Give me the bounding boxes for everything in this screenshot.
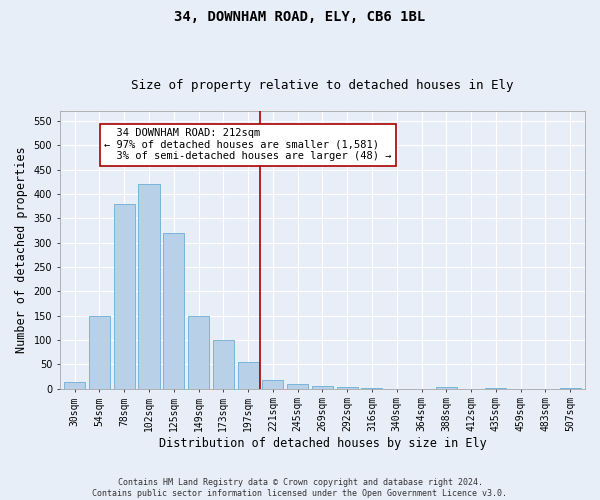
Bar (139, 184, 160, 388)
Bar (163, 233, 184, 388)
Bar (238, 362, 259, 388)
Text: 34, DOWNHAM ROAD, ELY, CB6 1BL: 34, DOWNHAM ROAD, ELY, CB6 1BL (175, 10, 425, 24)
Bar (213, 340, 234, 388)
Title: Size of property relative to detached houses in Ely: Size of property relative to detached ho… (131, 79, 514, 92)
Bar (64, 382, 85, 388)
Bar (89, 316, 110, 388)
Bar (262, 380, 283, 388)
X-axis label: Distribution of detached houses by size in Ely: Distribution of detached houses by size … (158, 437, 486, 450)
Text: Contains HM Land Registry data © Crown copyright and database right 2024.
Contai: Contains HM Land Registry data © Crown c… (92, 478, 508, 498)
Y-axis label: Number of detached properties: Number of detached properties (15, 146, 28, 353)
Bar (188, 316, 209, 388)
Bar (436, 387, 457, 388)
Bar (312, 386, 333, 388)
Bar (337, 386, 358, 388)
Bar (287, 384, 308, 388)
Text: 34 DOWNHAM ROAD: 212sqm
← 97% of detached houses are smaller (1,581)
  3% of sem: 34 DOWNHAM ROAD: 212sqm ← 97% of detache… (104, 128, 392, 162)
Bar (113, 204, 135, 388)
